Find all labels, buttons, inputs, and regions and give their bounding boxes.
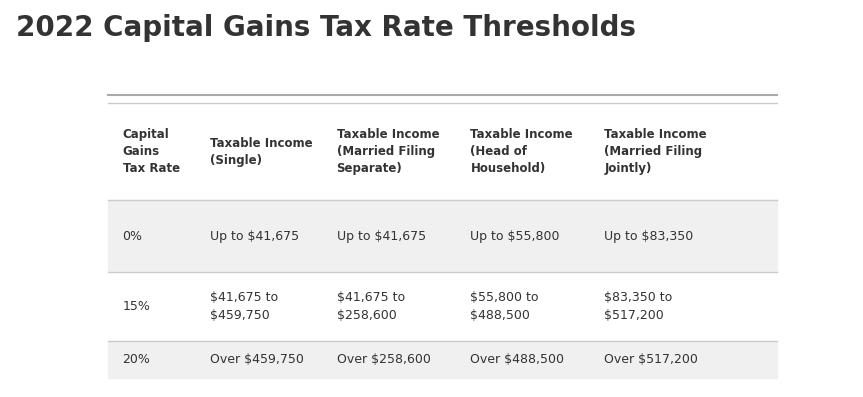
Text: 20%: 20% — [123, 353, 150, 366]
Text: $41,675 to
$258,600: $41,675 to $258,600 — [337, 291, 405, 322]
Text: Capital
Gains
Tax Rate: Capital Gains Tax Rate — [123, 128, 180, 175]
Text: $55,800 to
$488,500: $55,800 to $488,500 — [470, 291, 539, 322]
Text: $41,675 to
$459,750: $41,675 to $459,750 — [210, 291, 278, 322]
Text: Taxable Income
(Head of
Household): Taxable Income (Head of Household) — [470, 128, 573, 175]
Bar — [108, 341, 777, 378]
Text: Taxable Income
(Married Filing
Separate): Taxable Income (Married Filing Separate) — [337, 128, 439, 175]
Text: Up to $55,800: Up to $55,800 — [470, 230, 560, 243]
Text: Taxable Income
(Married Filing
Jointly): Taxable Income (Married Filing Jointly) — [604, 128, 707, 175]
Text: Over $258,600: Over $258,600 — [337, 353, 431, 366]
Text: Over $459,750: Over $459,750 — [210, 353, 304, 366]
Bar — [108, 200, 777, 272]
Text: 0%: 0% — [123, 230, 142, 243]
Text: Taxable Income
(Single): Taxable Income (Single) — [210, 137, 312, 167]
Text: Over $517,200: Over $517,200 — [604, 353, 698, 366]
Text: 15%: 15% — [123, 300, 150, 313]
Text: Up to $41,675: Up to $41,675 — [210, 230, 299, 243]
Text: Up to $83,350: Up to $83,350 — [604, 230, 693, 243]
Text: Up to $41,675: Up to $41,675 — [337, 230, 425, 243]
Text: Over $488,500: Over $488,500 — [470, 353, 564, 366]
Bar — [108, 272, 777, 341]
Text: $83,350 to
$517,200: $83,350 to $517,200 — [604, 291, 672, 322]
Text: 2022 Capital Gains Tax Rate Thresholds: 2022 Capital Gains Tax Rate Thresholds — [16, 14, 635, 42]
